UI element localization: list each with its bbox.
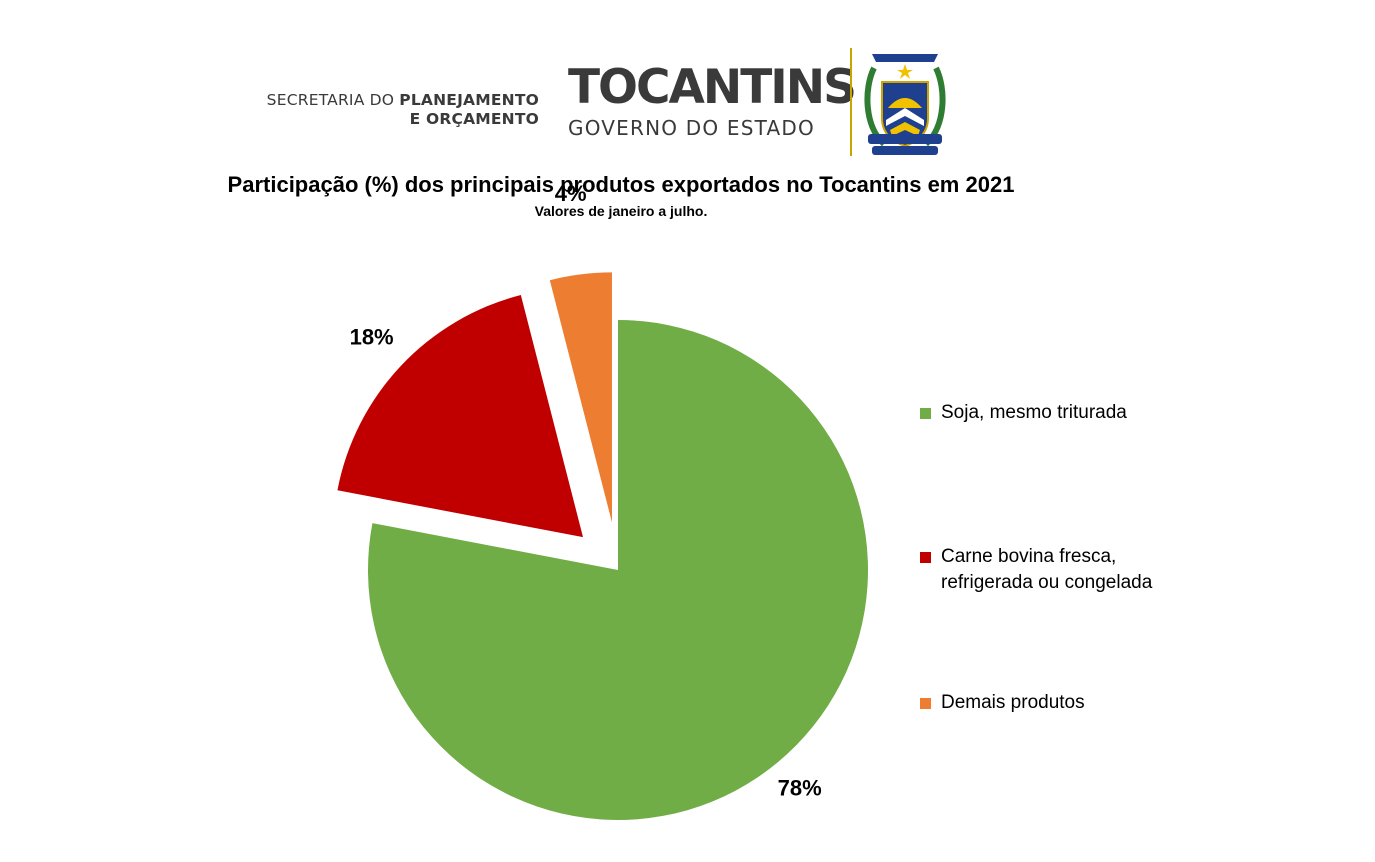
legend-swatch bbox=[920, 698, 931, 709]
secretaria-name: SECRETARIA DO PLANEJAMENTO E ORÇAMENTO bbox=[263, 91, 539, 129]
slice-label-3: 4% bbox=[555, 181, 587, 206]
brand-divider bbox=[850, 48, 852, 156]
slice-label-2: 18% bbox=[350, 324, 394, 349]
legend-swatch bbox=[920, 408, 931, 419]
secretaria-bold-1: PLANEJAMENTO bbox=[399, 91, 539, 109]
pie-slice-3 bbox=[549, 272, 612, 523]
chart-subtitle: Valores de janeiro a julho. bbox=[534, 203, 708, 219]
brand-subtitle: GOVERNO DO ESTADO bbox=[568, 116, 815, 140]
pie-slice-2 bbox=[337, 294, 584, 538]
brand-logo: TOCANTINS GOVERNO DO ESTADO bbox=[568, 60, 857, 141]
legend-label: Demais produtos bbox=[941, 692, 1085, 713]
legend-label: Carne bovina fresca, refrigerada ou cong… bbox=[941, 546, 1153, 593]
slice-label-1: 78% bbox=[778, 775, 822, 800]
legend-swatch bbox=[920, 552, 931, 563]
legend-label: Soja, mesmo triturada bbox=[941, 402, 1127, 423]
state-coat-of-arms-icon bbox=[864, 54, 946, 155]
pie-slice-1 bbox=[368, 320, 868, 820]
chart-title: Participação (%) dos principais produtos… bbox=[227, 172, 1015, 197]
brand-name: TOCANTINS bbox=[568, 60, 857, 115]
secretaria-prefix: SECRETARIA DO bbox=[266, 91, 400, 109]
header: SECRETARIA DO PLANEJAMENTO E ORÇAMENTO T… bbox=[0, 0, 1375, 165]
secretaria-bold-2: E ORÇAMENTO bbox=[409, 110, 539, 128]
